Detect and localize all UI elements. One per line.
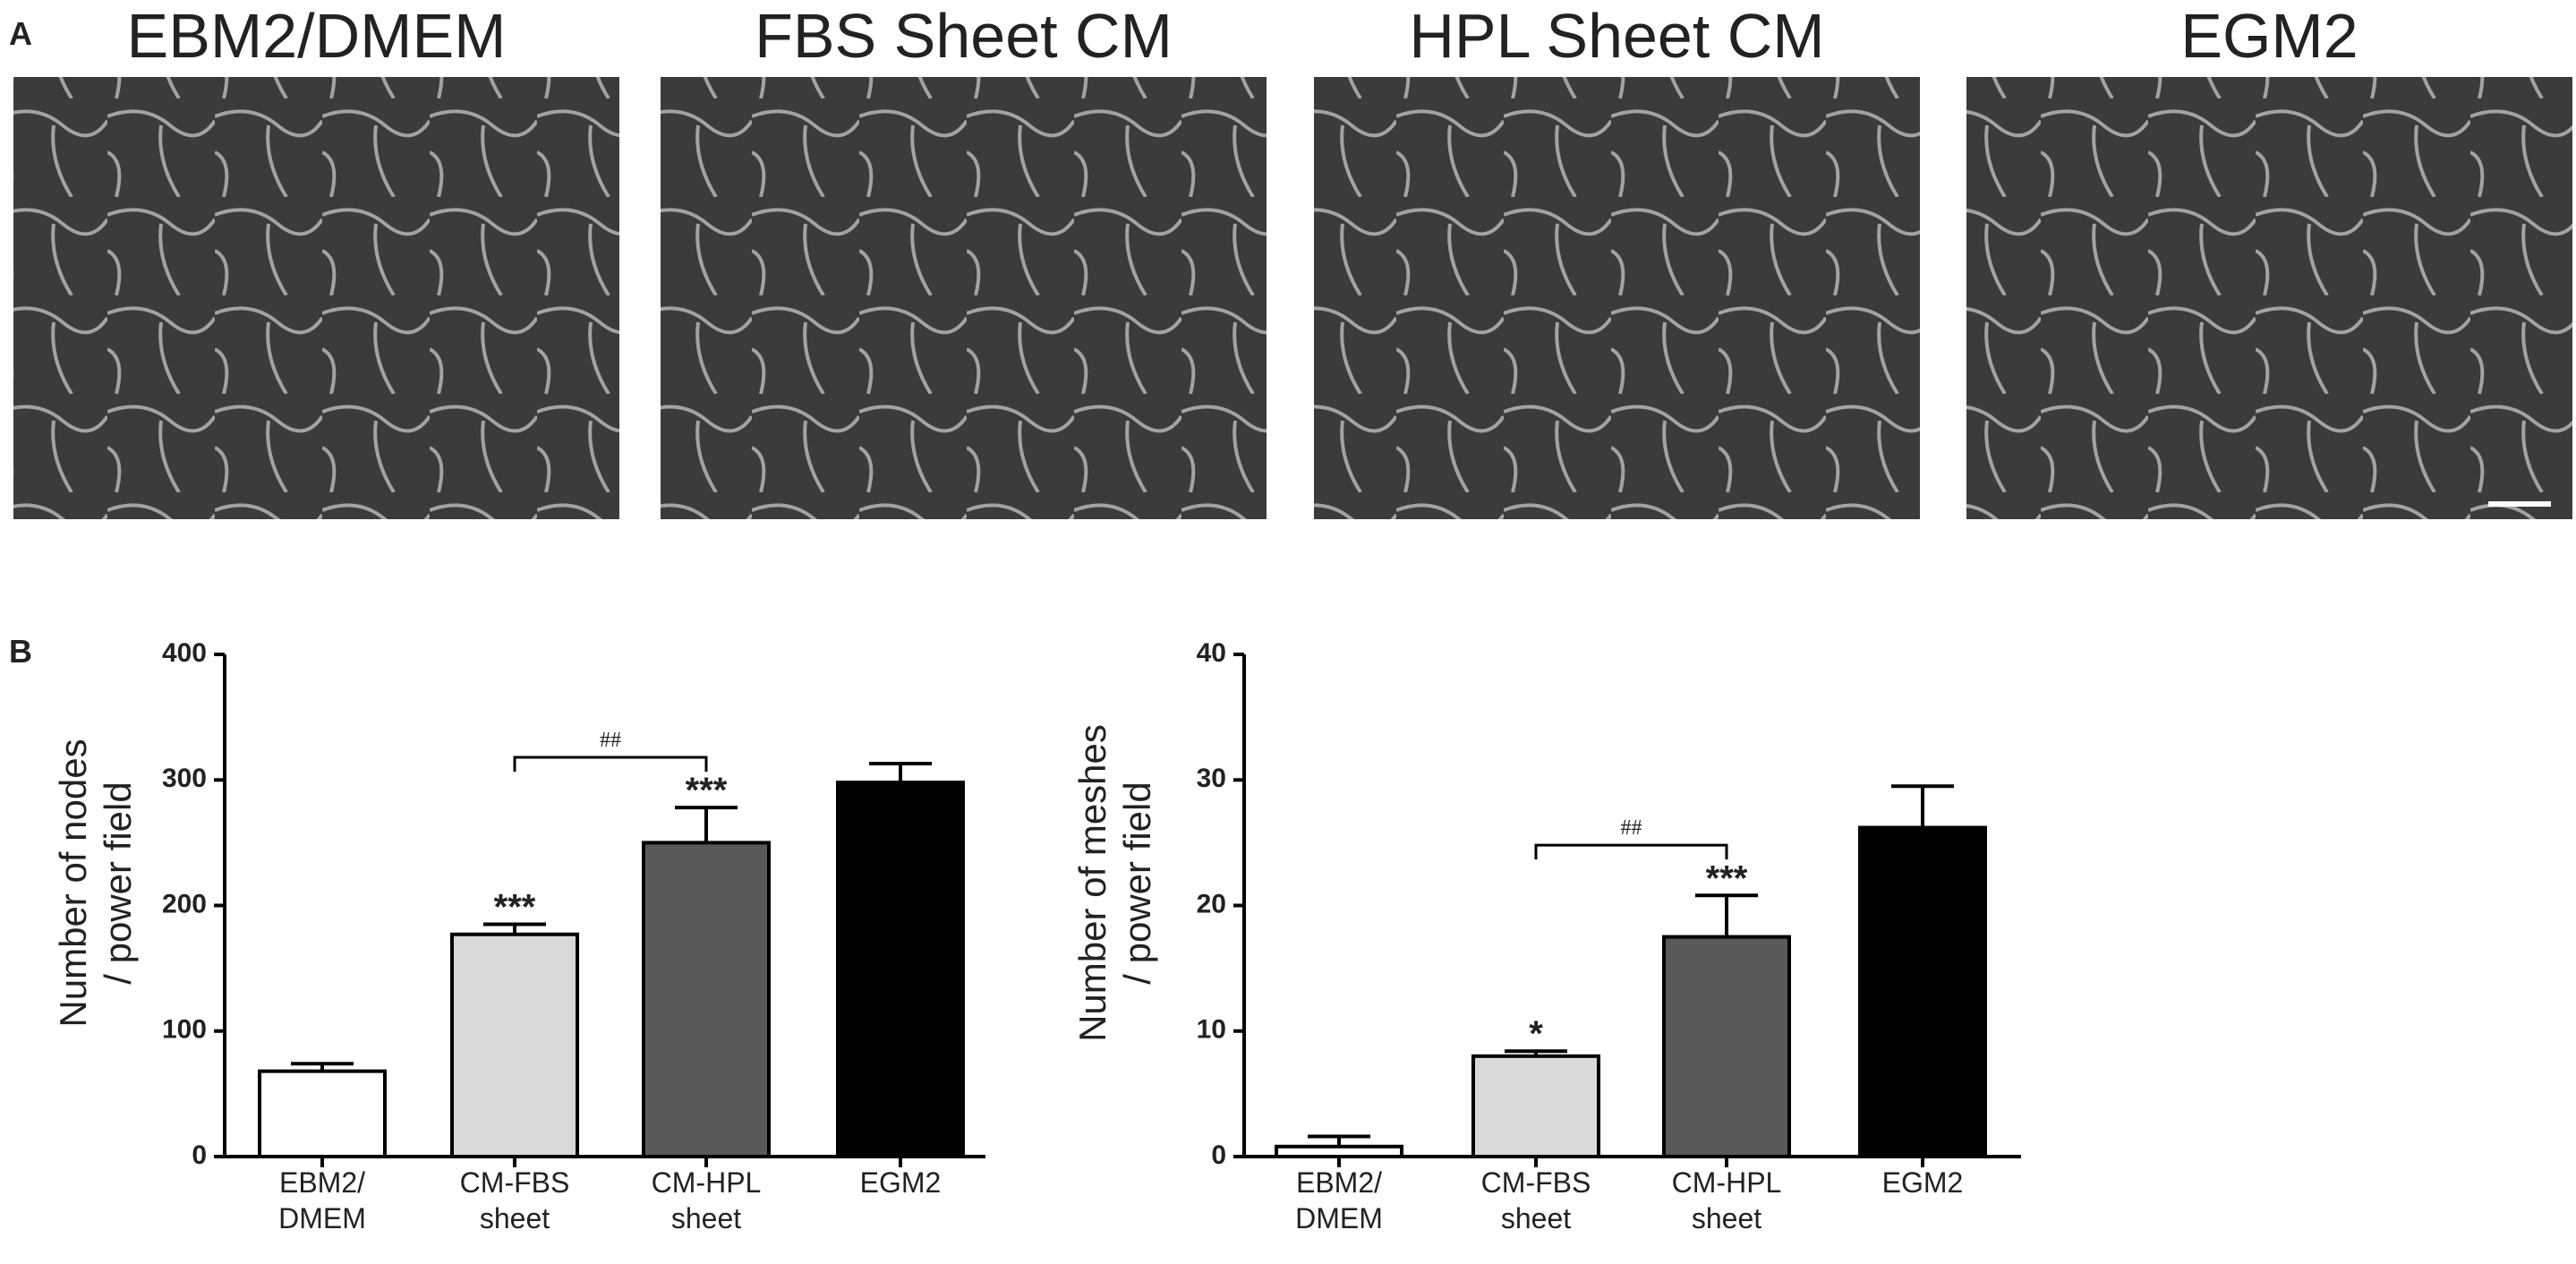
x-tick-label: EGM2 <box>1882 1166 1964 1199</box>
bar <box>1858 825 1987 1158</box>
x-tick-label: EBM2/DMEM <box>278 1166 366 1234</box>
significance-label: * <box>1529 1014 1543 1054</box>
x-tick-label: CM-FBS sheet <box>460 1166 570 1234</box>
y-tick-label: 400 <box>162 638 207 668</box>
x-tick-label: EBM2/DMEM <box>1295 1166 1383 1234</box>
y-tick-label: 40 <box>1197 638 1226 668</box>
bar <box>1275 1144 1403 1159</box>
bar <box>1662 935 1791 1158</box>
significance-label: *** <box>494 888 536 927</box>
significance-label: *** <box>686 771 728 810</box>
y-axis-label: Number of nodes/ power field <box>52 739 139 1027</box>
bracket <box>513 756 708 773</box>
micrograph <box>1314 77 1920 519</box>
micrograph <box>13 77 619 519</box>
x-tick-label: EGM2 <box>860 1166 942 1199</box>
bar <box>642 841 771 1158</box>
bar <box>1471 1054 1600 1159</box>
y-tick-label: 100 <box>162 1015 207 1045</box>
y-tick-label: 0 <box>1211 1140 1226 1170</box>
bracket <box>1534 843 1728 860</box>
bracket-label: ## <box>1621 816 1642 840</box>
y-tick-label: 30 <box>1197 764 1226 793</box>
bracket-label: ## <box>600 729 621 752</box>
x-tick-label: CM-FBS sheet <box>1481 1166 1591 1234</box>
panel-label: B <box>9 633 32 670</box>
bar <box>836 781 965 1158</box>
image-title: EGM2 <box>2180 1 2358 71</box>
image-title: FBS Sheet CM <box>755 1 1173 71</box>
image-title: EBM2/DMEM <box>127 1 507 71</box>
panel-label: A <box>9 15 32 52</box>
micrograph <box>1966 77 2572 519</box>
y-tick-label: 20 <box>1197 889 1226 918</box>
y-axis-label: Number of meshes/ power field <box>1071 724 1158 1042</box>
y-tick-label: 200 <box>162 889 207 918</box>
bar <box>450 932 579 1158</box>
bar <box>258 1069 387 1159</box>
y-tick-label: 10 <box>1197 1015 1226 1045</box>
micrograph <box>661 77 1267 519</box>
x-tick-label: CM-HPL sheet <box>652 1166 762 1234</box>
significance-label: *** <box>1706 858 1748 898</box>
image-title: HPL Sheet CM <box>1409 1 1824 71</box>
x-tick-label: CM-HPL sheet <box>1672 1166 1782 1234</box>
y-tick-label: 0 <box>192 1140 207 1170</box>
y-tick-label: 300 <box>162 764 207 793</box>
